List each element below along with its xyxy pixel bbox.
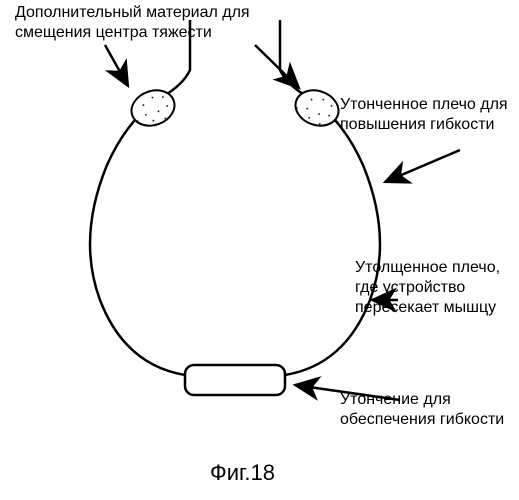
figure-caption: Фиг.18 <box>210 460 275 486</box>
label-bottom-thin: Утончение для обеспечения гибкости <box>340 390 519 430</box>
diagram-canvas: Дополнительный материал для смещения цен… <box>0 0 519 500</box>
label-thick-shoulder: Утолщенное плечо, где устройство пересек… <box>355 258 519 318</box>
figure-svg <box>0 0 519 440</box>
device-outline <box>90 20 380 375</box>
label-thin-shoulder: Утонченное плечо для повышения гибкости <box>340 95 515 135</box>
bottom-tab <box>185 365 285 395</box>
label-top: Дополнительный материал для смещения цен… <box>15 3 275 43</box>
